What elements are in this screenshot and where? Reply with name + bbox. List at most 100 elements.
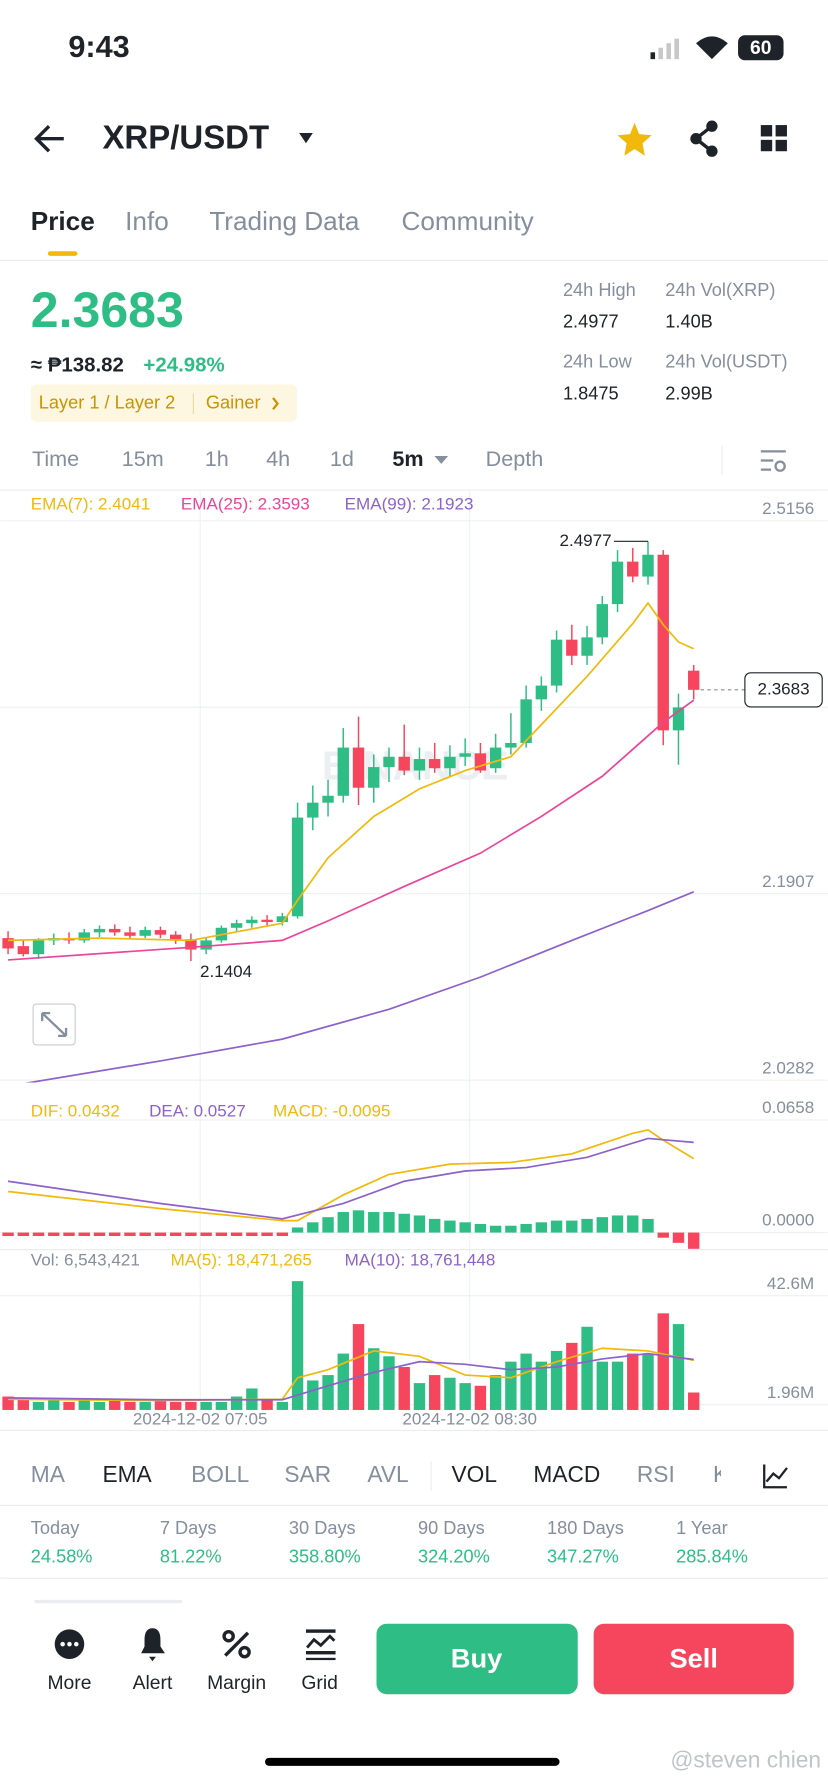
stat-label: 24h High: [563, 280, 636, 300]
candle-body: [200, 940, 212, 950]
macd-bar: [398, 1213, 410, 1233]
action-label[interactable]: Margin: [207, 1673, 266, 1694]
candle-body: [276, 916, 289, 923]
volume-bar: [383, 1356, 395, 1410]
tag[interactable]: Gainer: [206, 392, 261, 412]
interval[interactable]: 15m: [122, 446, 164, 471]
tab[interactable]: Trading Data: [209, 206, 360, 236]
volume-bar: [581, 1326, 593, 1410]
indicator-tab[interactable]: RSI: [637, 1461, 675, 1487]
volume-bar: [215, 1401, 228, 1410]
macd-bar: [93, 1232, 106, 1236]
y-tick-label: 1.96M: [767, 1383, 814, 1402]
interval[interactable]: 5m: [392, 446, 423, 471]
tab[interactable]: Price: [31, 206, 95, 236]
action-label[interactable]: Grid: [301, 1673, 337, 1694]
vol-legend: MA(5): 18,471,265: [171, 1250, 312, 1269]
action-label[interactable]: More: [47, 1673, 91, 1694]
indicator-tab[interactable]: VOL: [452, 1461, 498, 1487]
tag[interactable]: Layer 1 / Layer 2: [39, 392, 176, 412]
indicator-tab[interactable]: MA: [31, 1461, 66, 1487]
grid-icon[interactable]: [305, 1629, 336, 1661]
volume-bar: [505, 1361, 517, 1410]
volume-bar: [398, 1367, 410, 1410]
y-tick-label: 2.0282: [762, 1058, 814, 1077]
pair-dropdown[interactable]: [299, 133, 313, 144]
share-button[interactable]: [690, 120, 718, 157]
macd-bar: [337, 1212, 349, 1233]
period-label: 7 Days: [160, 1518, 217, 1538]
macd-bar: [2, 1232, 14, 1236]
candle-body: [307, 802, 319, 818]
tab[interactable]: Community: [401, 206, 534, 236]
indicator-tab[interactable]: MACD: [533, 1461, 600, 1487]
macd-line: [7, 1137, 694, 1220]
candle-body: [642, 554, 654, 577]
macd-bar: [78, 1232, 90, 1236]
chart-settings[interactable]: [760, 450, 786, 472]
action-label[interactable]: Alert: [133, 1673, 173, 1694]
alert-icon[interactable]: [141, 1628, 165, 1662]
indicator-tab[interactable]: EMA: [102, 1461, 152, 1487]
indicator-tab[interactable]: BOLL: [191, 1461, 249, 1487]
y-tick-label: 0.0658: [762, 1098, 814, 1117]
volume-bar: [535, 1361, 548, 1410]
period-label: 30 Days: [289, 1518, 356, 1538]
favorite-star[interactable]: [617, 122, 652, 156]
performance: Today 24.58% 7 Days 81.22% 30 Days 358.80% 90 …: [31, 1518, 748, 1566]
macd-bar: [139, 1232, 151, 1236]
interval[interactable]: Depth: [486, 446, 544, 471]
chevron: [272, 397, 280, 411]
candle-body: [337, 747, 349, 796]
y-tick-label: 0.0000: [762, 1211, 814, 1230]
buy-button[interactable]: [376, 1623, 578, 1695]
macd-line: [7, 1128, 695, 1222]
interval[interactable]: Time: [32, 446, 79, 471]
pair-title[interactable]: XRP/USDT: [102, 119, 269, 156]
indicator-tab[interactable]: SAR: [284, 1461, 331, 1487]
back-button[interactable]: [34, 125, 64, 153]
expand-icon: [41, 1011, 68, 1037]
wifi: [695, 36, 728, 60]
menu-grid[interactable]: [760, 125, 787, 152]
period-label: 180 Days: [547, 1518, 624, 1538]
volume-bar: [550, 1350, 563, 1410]
candle-body: [32, 940, 45, 955]
macd-legend: MACD: -0.0095: [273, 1102, 390, 1121]
volume-bar: [566, 1342, 578, 1410]
macd-bar: [657, 1232, 669, 1238]
indicator-tab[interactable]: AVL: [367, 1461, 408, 1487]
candle-body: [246, 919, 258, 924]
macd-bar: [550, 1220, 563, 1233]
sell-label[interactable]: Sell: [669, 1642, 718, 1673]
stat-value: 1.40B: [665, 312, 713, 332]
indicator-settings[interactable]: [763, 1464, 788, 1489]
ema-line: [8, 601, 695, 942]
volume-bar: [657, 1313, 669, 1410]
margin-icon[interactable]: [222, 1629, 251, 1659]
interval-dropdown[interactable]: [434, 455, 449, 464]
vol-legend: Vol: 6,543,421: [31, 1250, 140, 1269]
tab[interactable]: Info: [125, 206, 169, 236]
volume-bar: [276, 1401, 289, 1410]
macd-bar: [200, 1232, 212, 1236]
vol-legend: MA(10): 18,761,448: [345, 1250, 496, 1269]
sell-button[interactable]: [593, 1623, 794, 1695]
interval[interactable]: 1d: [330, 446, 354, 471]
volume-bar: [93, 1401, 106, 1410]
interval[interactable]: 4h: [266, 446, 290, 471]
macd-bar: [672, 1232, 685, 1243]
buy-label[interactable]: Buy: [451, 1642, 503, 1673]
candle-body: [322, 795, 334, 803]
fiat-price: ≈ ₱138.82: [31, 354, 124, 377]
macd-legend: DIF: 0.0432: [31, 1102, 120, 1121]
candle-body: [185, 939, 197, 950]
volume-bar: [459, 1383, 471, 1410]
ema-legend: EMA(25): 2.3593: [181, 494, 310, 513]
macd-bar: [581, 1218, 593, 1233]
interval[interactable]: 1h: [205, 446, 229, 471]
ema-legend: EMA(7): 2.4041: [31, 494, 150, 513]
candle-body: [596, 604, 608, 638]
